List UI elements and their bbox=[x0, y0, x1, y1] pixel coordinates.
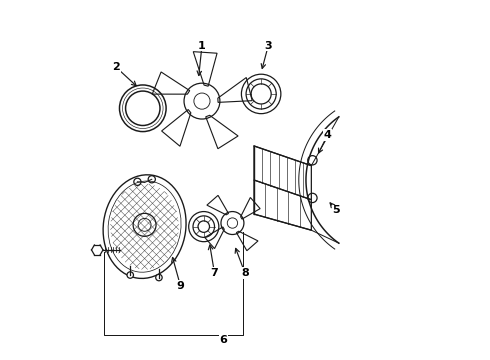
Text: 6: 6 bbox=[220, 334, 227, 345]
Text: 1: 1 bbox=[198, 41, 206, 50]
Circle shape bbox=[127, 272, 133, 278]
Text: 9: 9 bbox=[176, 281, 184, 291]
Text: 4: 4 bbox=[323, 130, 331, 140]
Text: 2: 2 bbox=[112, 62, 120, 72]
Circle shape bbox=[156, 274, 162, 281]
Text: 3: 3 bbox=[265, 41, 272, 50]
Circle shape bbox=[133, 213, 156, 236]
Text: 5: 5 bbox=[333, 206, 340, 216]
Text: 7: 7 bbox=[211, 268, 219, 278]
Text: 8: 8 bbox=[241, 268, 249, 278]
